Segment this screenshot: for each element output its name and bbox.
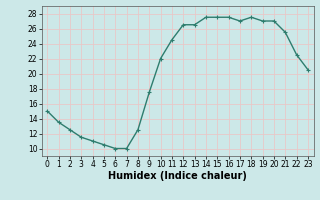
X-axis label: Humidex (Indice chaleur): Humidex (Indice chaleur) <box>108 171 247 181</box>
